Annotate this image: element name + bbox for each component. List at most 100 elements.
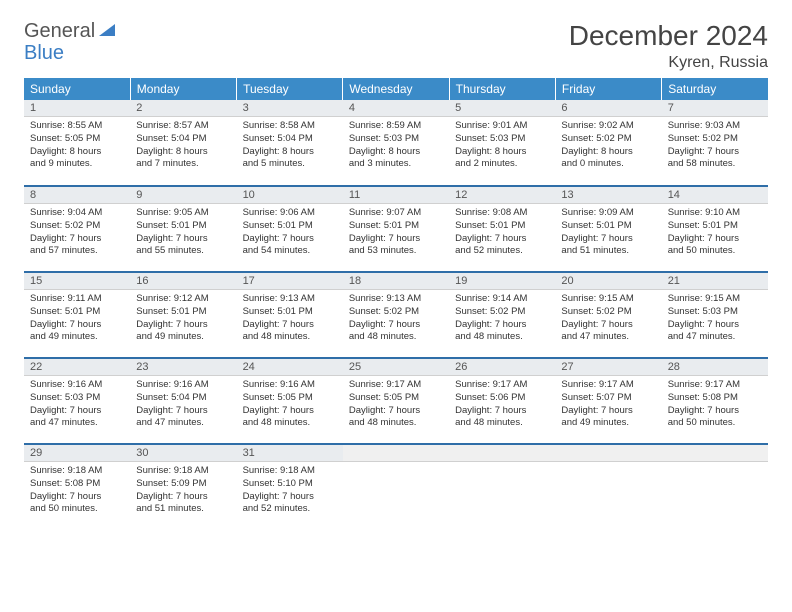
day-number: 19 <box>449 273 555 290</box>
day-number: 20 <box>555 273 661 290</box>
calendar-body: 1Sunrise: 8:55 AMSunset: 5:05 PMDaylight… <box>24 100 768 530</box>
day-sun-data: Sunrise: 9:18 AMSunset: 5:08 PMDaylight:… <box>24 462 130 520</box>
brand-word-1: General <box>24 20 95 43</box>
day-number: . <box>662 445 768 462</box>
day-number: 30 <box>130 445 236 462</box>
day-number: 9 <box>130 187 236 204</box>
day-number: 22 <box>24 359 130 376</box>
calendar-day-cell: 14Sunrise: 9:10 AMSunset: 5:01 PMDayligh… <box>662 186 768 272</box>
calendar-day-cell: 12Sunrise: 9:08 AMSunset: 5:01 PMDayligh… <box>449 186 555 272</box>
location-label: Kyren, Russia <box>569 54 768 72</box>
day-header: Sunday <box>24 78 130 100</box>
calendar-day-cell: 6Sunrise: 9:02 AMSunset: 5:02 PMDaylight… <box>555 100 661 186</box>
day-number: 1 <box>24 100 130 117</box>
day-number: 3 <box>237 100 343 117</box>
calendar-day-cell: 2Sunrise: 8:57 AMSunset: 5:04 PMDaylight… <box>130 100 236 186</box>
day-number: 28 <box>662 359 768 376</box>
day-number: 7 <box>662 100 768 117</box>
calendar-week-row: 15Sunrise: 9:11 AMSunset: 5:01 PMDayligh… <box>24 272 768 358</box>
calendar-day-cell: 16Sunrise: 9:12 AMSunset: 5:01 PMDayligh… <box>130 272 236 358</box>
calendar-day-cell: 27Sunrise: 9:17 AMSunset: 5:07 PMDayligh… <box>555 358 661 444</box>
day-sun-data: Sunrise: 9:09 AMSunset: 5:01 PMDaylight:… <box>555 204 661 262</box>
day-number: 13 <box>555 187 661 204</box>
calendar-day-cell: . <box>662 444 768 530</box>
day-sun-data: Sunrise: 9:17 AMSunset: 5:08 PMDaylight:… <box>662 376 768 434</box>
brand-word-2: Blue <box>24 42 64 65</box>
calendar-day-cell: 10Sunrise: 9:06 AMSunset: 5:01 PMDayligh… <box>237 186 343 272</box>
brand-triangle-icon <box>97 21 117 39</box>
calendar-day-cell: 22Sunrise: 9:16 AMSunset: 5:03 PMDayligh… <box>24 358 130 444</box>
day-header: Friday <box>555 78 661 100</box>
day-sun-data: Sunrise: 9:05 AMSunset: 5:01 PMDaylight:… <box>130 204 236 262</box>
day-sun-data: Sunrise: 8:59 AMSunset: 5:03 PMDaylight:… <box>343 117 449 175</box>
day-sun-data: Sunrise: 9:04 AMSunset: 5:02 PMDaylight:… <box>24 204 130 262</box>
day-sun-data: Sunrise: 9:13 AMSunset: 5:01 PMDaylight:… <box>237 290 343 348</box>
day-sun-data: Sunrise: 9:17 AMSunset: 5:05 PMDaylight:… <box>343 376 449 434</box>
calendar-day-cell: 25Sunrise: 9:17 AMSunset: 5:05 PMDayligh… <box>343 358 449 444</box>
day-sun-data: Sunrise: 9:15 AMSunset: 5:03 PMDaylight:… <box>662 290 768 348</box>
page-header: General December 2024 Kyren, Russia <box>24 20 768 72</box>
day-sun-data: Sunrise: 9:16 AMSunset: 5:03 PMDaylight:… <box>24 376 130 434</box>
brand-logo: General <box>24 20 117 43</box>
day-header: Saturday <box>662 78 768 100</box>
day-number: 23 <box>130 359 236 376</box>
day-sun-data: Sunrise: 8:58 AMSunset: 5:04 PMDaylight:… <box>237 117 343 175</box>
calendar-week-row: 8Sunrise: 9:04 AMSunset: 5:02 PMDaylight… <box>24 186 768 272</box>
calendar-day-cell: 11Sunrise: 9:07 AMSunset: 5:01 PMDayligh… <box>343 186 449 272</box>
title-block: December 2024 Kyren, Russia <box>569 20 768 72</box>
day-sun-data: Sunrise: 9:06 AMSunset: 5:01 PMDaylight:… <box>237 204 343 262</box>
day-number: . <box>449 445 555 462</box>
calendar-day-cell: 9Sunrise: 9:05 AMSunset: 5:01 PMDaylight… <box>130 186 236 272</box>
calendar-day-cell: 3Sunrise: 8:58 AMSunset: 5:04 PMDaylight… <box>237 100 343 186</box>
calendar-day-cell: 17Sunrise: 9:13 AMSunset: 5:01 PMDayligh… <box>237 272 343 358</box>
day-sun-data: Sunrise: 9:16 AMSunset: 5:05 PMDaylight:… <box>237 376 343 434</box>
day-number: 25 <box>343 359 449 376</box>
day-sun-data: Sunrise: 9:12 AMSunset: 5:01 PMDaylight:… <box>130 290 236 348</box>
calendar-day-cell: 28Sunrise: 9:17 AMSunset: 5:08 PMDayligh… <box>662 358 768 444</box>
day-number: 31 <box>237 445 343 462</box>
day-sun-data: Sunrise: 9:18 AMSunset: 5:09 PMDaylight:… <box>130 462 236 520</box>
day-sun-data: Sunrise: 9:17 AMSunset: 5:06 PMDaylight:… <box>449 376 555 434</box>
day-sun-data: Sunrise: 9:18 AMSunset: 5:10 PMDaylight:… <box>237 462 343 520</box>
day-number: 4 <box>343 100 449 117</box>
calendar-day-cell: 8Sunrise: 9:04 AMSunset: 5:02 PMDaylight… <box>24 186 130 272</box>
day-sun-data: Sunrise: 9:08 AMSunset: 5:01 PMDaylight:… <box>449 204 555 262</box>
calendar-week-row: 1Sunrise: 8:55 AMSunset: 5:05 PMDaylight… <box>24 100 768 186</box>
day-header: Thursday <box>449 78 555 100</box>
day-sun-data: Sunrise: 9:02 AMSunset: 5:02 PMDaylight:… <box>555 117 661 175</box>
calendar-day-cell: 29Sunrise: 9:18 AMSunset: 5:08 PMDayligh… <box>24 444 130 530</box>
day-sun-data: Sunrise: 9:16 AMSunset: 5:04 PMDaylight:… <box>130 376 236 434</box>
calendar-head: SundayMondayTuesdayWednesdayThursdayFrid… <box>24 78 768 100</box>
calendar-day-cell: 15Sunrise: 9:11 AMSunset: 5:01 PMDayligh… <box>24 272 130 358</box>
day-number: 29 <box>24 445 130 462</box>
calendar-day-cell: 4Sunrise: 8:59 AMSunset: 5:03 PMDaylight… <box>343 100 449 186</box>
day-number: 2 <box>130 100 236 117</box>
day-number: 27 <box>555 359 661 376</box>
calendar-day-cell: . <box>343 444 449 530</box>
calendar-day-cell: 26Sunrise: 9:17 AMSunset: 5:06 PMDayligh… <box>449 358 555 444</box>
day-number: 24 <box>237 359 343 376</box>
day-number: 14 <box>662 187 768 204</box>
day-sun-data: Sunrise: 9:15 AMSunset: 5:02 PMDaylight:… <box>555 290 661 348</box>
day-number: 26 <box>449 359 555 376</box>
day-sun-data: Sunrise: 9:11 AMSunset: 5:01 PMDaylight:… <box>24 290 130 348</box>
calendar-day-cell: 31Sunrise: 9:18 AMSunset: 5:10 PMDayligh… <box>237 444 343 530</box>
day-sun-data: Sunrise: 9:17 AMSunset: 5:07 PMDaylight:… <box>555 376 661 434</box>
calendar-day-cell: . <box>449 444 555 530</box>
day-header: Tuesday <box>237 78 343 100</box>
day-number: 16 <box>130 273 236 290</box>
calendar-week-row: 29Sunrise: 9:18 AMSunset: 5:08 PMDayligh… <box>24 444 768 530</box>
day-number: 12 <box>449 187 555 204</box>
day-number: 15 <box>24 273 130 290</box>
day-number: 21 <box>662 273 768 290</box>
month-title: December 2024 <box>569 20 768 52</box>
day-header: Monday <box>130 78 236 100</box>
calendar-table: SundayMondayTuesdayWednesdayThursdayFrid… <box>24 78 768 530</box>
day-number: 8 <box>24 187 130 204</box>
calendar-day-cell: 30Sunrise: 9:18 AMSunset: 5:09 PMDayligh… <box>130 444 236 530</box>
day-sun-data: Sunrise: 9:10 AMSunset: 5:01 PMDaylight:… <box>662 204 768 262</box>
day-number: 11 <box>343 187 449 204</box>
calendar-day-cell: 7Sunrise: 9:03 AMSunset: 5:02 PMDaylight… <box>662 100 768 186</box>
day-number: 6 <box>555 100 661 117</box>
day-number: 18 <box>343 273 449 290</box>
